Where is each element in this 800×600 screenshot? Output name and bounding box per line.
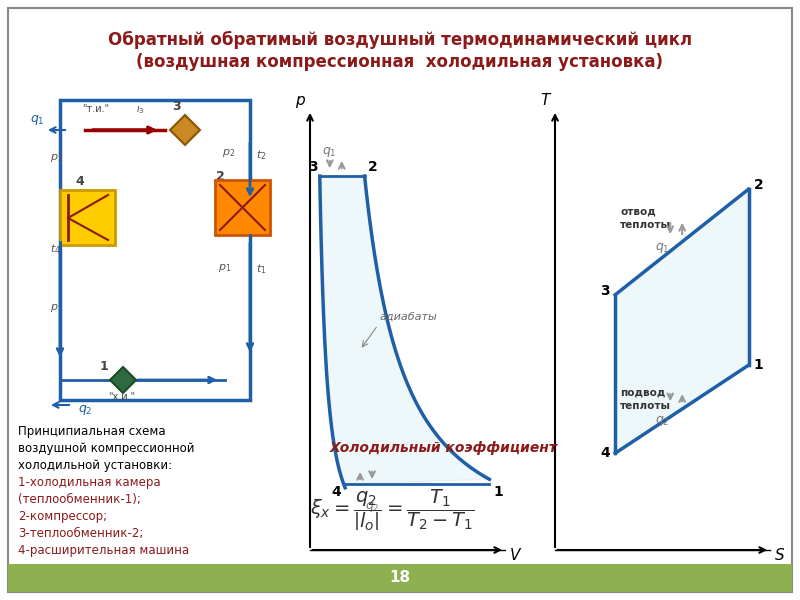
- Text: 4: 4: [331, 485, 341, 499]
- Text: 3: 3: [308, 160, 318, 174]
- Text: 2-компрессор;: 2-компрессор;: [18, 510, 107, 523]
- Text: $q_2$: $q_2$: [365, 500, 380, 514]
- Text: $t_4$: $t_4$: [50, 242, 61, 256]
- Text: подвод: подвод: [620, 387, 666, 397]
- Text: воздушной компрессионной: воздушной компрессионной: [18, 442, 194, 455]
- Polygon shape: [615, 189, 749, 453]
- Text: $p_1$: $p_1$: [218, 262, 231, 274]
- Bar: [8, 564, 792, 592]
- Text: теплоты: теплоты: [620, 401, 671, 411]
- Text: "х.и.": "х.и.": [108, 392, 135, 402]
- Text: Обратный обратимый воздушный термодинамический цикл: Обратный обратимый воздушный термодинами…: [108, 31, 692, 49]
- Text: 4-расширительная машина: 4-расширительная машина: [18, 544, 189, 557]
- Text: холодильной установки:: холодильной установки:: [18, 459, 172, 472]
- Text: 2: 2: [216, 170, 225, 183]
- Text: V: V: [510, 548, 520, 563]
- Text: $p_2$: $p_2$: [50, 152, 63, 164]
- Text: (воздушная компрессионная  холодильная установка): (воздушная компрессионная холодильная ус…: [137, 53, 663, 71]
- Text: $t_1$: $t_1$: [256, 262, 266, 276]
- Text: 2: 2: [754, 178, 763, 192]
- Polygon shape: [170, 115, 200, 145]
- Polygon shape: [320, 176, 490, 488]
- Text: (теплообменник-1);: (теплообменник-1);: [18, 493, 141, 506]
- Text: "т.и.": "т.и.": [82, 104, 109, 114]
- Text: 18: 18: [390, 571, 410, 586]
- Text: адиабаты: адиабаты: [380, 312, 438, 322]
- Text: 4: 4: [600, 446, 610, 460]
- Text: 1: 1: [494, 485, 503, 499]
- Bar: [60, 190, 115, 245]
- Text: 3: 3: [172, 100, 181, 113]
- Text: p: p: [295, 93, 305, 108]
- Text: отвод: отвод: [620, 206, 656, 216]
- Text: Холодильный коэффициент: Холодильный коэффициент: [330, 441, 558, 455]
- Text: $q_1$: $q_1$: [655, 241, 670, 255]
- Text: $q_2$: $q_2$: [78, 403, 93, 417]
- Text: $\xi_x = \dfrac{q_2}{\left|l_o\right|} = \dfrac{T_1}{T_2 - T_1}$: $\xi_x = \dfrac{q_2}{\left|l_o\right|} =…: [310, 487, 474, 533]
- Text: S: S: [775, 548, 785, 563]
- Bar: [60, 100, 250, 400]
- Text: $p_2$: $p_2$: [222, 147, 235, 159]
- Text: $\Delta s$: $\Delta s$: [672, 575, 689, 588]
- Text: теплоты: теплоты: [620, 220, 671, 230]
- Text: T: T: [540, 93, 550, 108]
- Text: $t_2$: $t_2$: [256, 148, 266, 162]
- Text: 4: 4: [75, 175, 84, 188]
- Polygon shape: [110, 367, 136, 393]
- Text: 1: 1: [100, 360, 109, 373]
- Text: 1-холодильная камера: 1-холодильная камера: [18, 476, 161, 489]
- Text: 3-теплообменник-2;: 3-теплообменник-2;: [18, 527, 143, 540]
- Text: $q_1$: $q_1$: [322, 145, 337, 159]
- Text: $p_1$: $p_1$: [50, 302, 63, 314]
- Text: Принципиальная схема: Принципиальная схема: [18, 425, 166, 438]
- Text: 3: 3: [600, 284, 610, 298]
- Text: $q_1$: $q_1$: [30, 113, 45, 127]
- Text: $\imath_3$: $\imath_3$: [136, 104, 145, 116]
- Text: 2: 2: [368, 160, 378, 174]
- Text: $q_2$: $q_2$: [655, 414, 670, 428]
- Text: 1: 1: [754, 358, 763, 372]
- Bar: [215, 180, 270, 235]
